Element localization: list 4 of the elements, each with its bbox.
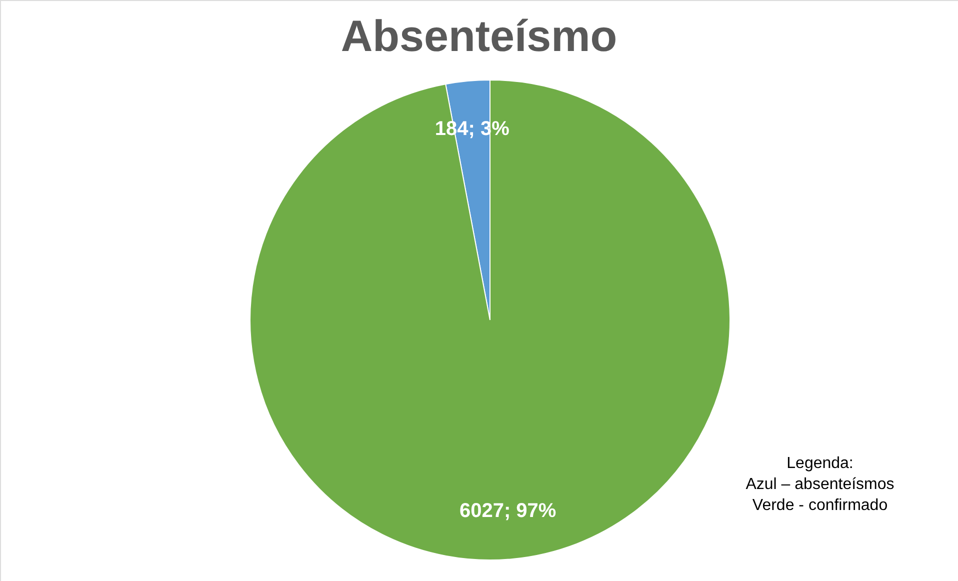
chart-title: Absenteísmo bbox=[340, 12, 618, 61]
pie-slice bbox=[250, 80, 730, 560]
text: Legenda: Azul – absenteísmos Verde - confirmado bbox=[746, 455, 894, 514]
data-label: 6027; 97% bbox=[459, 500, 556, 522]
